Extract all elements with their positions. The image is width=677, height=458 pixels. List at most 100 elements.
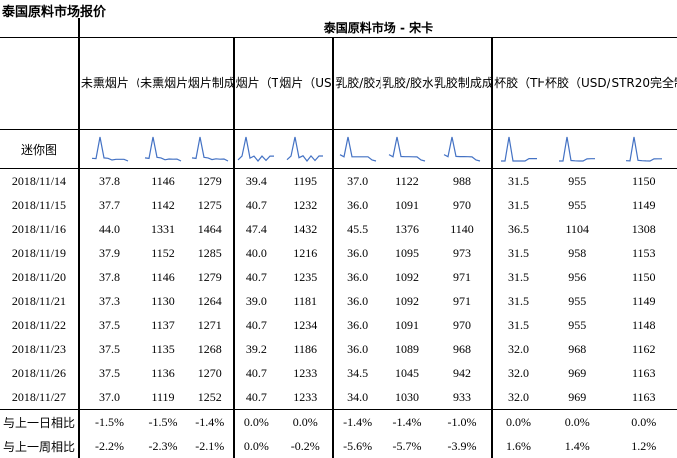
column-header-label: 乳胶/胶水（THB/kg）	[335, 76, 381, 90]
value-cell: 955	[568, 317, 587, 332]
sparkline-cell	[332, 129, 382, 169]
column-header: 未熏烟片（白片）（THB/kg）	[77, 37, 140, 130]
value-cell: 1181	[293, 293, 318, 308]
value-cell: 36.0	[332, 241, 382, 265]
change-cell: 0.0%	[232, 434, 279, 458]
value-cell: 36.5	[491, 217, 544, 241]
value-cell: 45.5	[332, 217, 382, 241]
sparkline-chart	[144, 136, 182, 162]
table-row: 2018/11/23 37.5 1135 1268 39.2 1186 36.0 1089 96…	[0, 337, 677, 361]
value-cell: 40.7	[232, 313, 279, 337]
change-cell: 1.6%	[491, 434, 544, 458]
column-header: 杯胶（THB/KG）	[491, 37, 544, 130]
sparkline-cell	[544, 129, 611, 169]
sparkline-chart	[191, 136, 229, 162]
value-cell: 971	[453, 269, 471, 284]
value-cell: 1271	[197, 317, 222, 332]
value-cell: 37.8	[77, 168, 140, 193]
sparkline-cell	[186, 129, 234, 169]
change-cell: -2.1%	[195, 438, 225, 453]
date-cell: 2018/11/22	[11, 317, 67, 332]
value-cell: 1233	[293, 389, 318, 404]
value-cell: 973	[453, 245, 471, 260]
value-cell: 1130	[151, 293, 175, 308]
value-cell: 1279	[197, 269, 222, 284]
change-cell: -1.4%	[332, 409, 382, 434]
value-cell: 31.5	[491, 265, 544, 289]
value-cell: 34.0	[332, 385, 382, 410]
change-cell: 0.0%	[491, 409, 544, 434]
column-header: 烟片制成成本	[186, 37, 234, 130]
value-cell: 1092	[394, 293, 419, 308]
change-cell: 0.0%	[544, 409, 611, 434]
value-cell: 1140	[450, 221, 474, 236]
table-row: 2018/11/27 37.0 1119 1252 40.7 1233 34.0 1030 93…	[0, 385, 677, 410]
value-cell: 988	[453, 173, 471, 188]
value-cell: 969	[568, 389, 587, 404]
column-header: 杯胶（USD/T）	[544, 37, 611, 130]
header-corner	[0, 37, 79, 130]
value-cell: 1150	[631, 269, 656, 284]
value-cell: 1252	[197, 389, 222, 404]
date-cell: 2018/11/27	[11, 389, 67, 404]
change-cell: 0.0%	[232, 409, 279, 434]
change-cell: -1.4%	[381, 409, 433, 434]
value-cell: 34.5	[332, 361, 382, 385]
date-cell: 2018/11/26	[11, 365, 67, 380]
sparkline-line	[388, 136, 426, 162]
sparkline-chart	[237, 136, 275, 162]
sparkline-chart	[443, 136, 481, 162]
value-cell: 956	[568, 269, 587, 284]
value-cell: 933	[453, 389, 471, 404]
value-cell: 1162	[631, 341, 656, 356]
value-cell: 1285	[197, 245, 222, 260]
value-cell: 1104	[565, 221, 589, 236]
value-cell: 37.0	[77, 385, 140, 410]
column-header: 乳胶/胶水（THB/kg）	[332, 37, 382, 130]
column-header: STR20完全制成成本（USD/T）	[610, 37, 677, 130]
date-cell: 2018/11/23	[11, 341, 67, 356]
value-cell: 1331	[151, 221, 175, 236]
value-cell: 36.0	[332, 313, 382, 337]
value-cell: 36.0	[332, 193, 382, 217]
value-cell: 36.0	[332, 289, 382, 313]
value-cell: 1195	[293, 173, 318, 188]
change-cell: 1.4%	[564, 438, 590, 453]
column-header-label: STR20完全制成成本（USD/T）	[611, 76, 677, 90]
value-cell: 1235	[293, 269, 318, 284]
sparkline-chart	[500, 136, 537, 162]
value-cell: 1216	[293, 245, 318, 260]
sparkline-line	[144, 136, 182, 162]
value-cell: 37.3	[77, 289, 140, 313]
change-cell: -1.5%	[139, 409, 187, 434]
column-header-label: 未熏烟片（白片）（THB/kg）	[80, 76, 139, 90]
sparkline-chart	[559, 136, 596, 162]
sparkline-cell	[139, 129, 187, 169]
sparkline-line	[625, 136, 662, 162]
column-header-label: 烟片制成成本	[187, 76, 234, 90]
value-cell: 37.7	[77, 193, 140, 217]
value-cell: 44.0	[77, 217, 140, 241]
value-cell: 955	[568, 173, 587, 188]
value-cell: 1122	[395, 173, 419, 188]
value-cell: 958	[568, 245, 587, 260]
change-cell: -1.4%	[186, 409, 234, 434]
value-cell: 1153	[631, 245, 656, 260]
value-cell: 37.5	[77, 337, 140, 361]
value-cell: 40.7	[232, 385, 279, 410]
column-header-label: 乳胶/胶水（USD/T）	[382, 76, 433, 90]
value-cell: 1275	[197, 197, 222, 212]
date-cell: 2018/11/20	[11, 269, 67, 284]
change-label: 与上一日相比	[0, 409, 79, 434]
sparkline-line	[443, 136, 481, 162]
change-cell: -3.9%	[447, 438, 477, 453]
value-cell: 37.9	[77, 241, 140, 265]
table-row: 2018/11/26 37.5 1136 1270 40.7 1233 34.5 1045 94…	[0, 361, 677, 385]
value-cell: 1146	[151, 269, 175, 284]
sparkline-label: 迷你图	[0, 129, 79, 169]
column-header: 未熏烟片（白片）（USD/T）	[139, 37, 187, 130]
value-cell: 968	[568, 341, 587, 356]
value-cell: 37.5	[77, 361, 140, 385]
sparkline-line	[286, 136, 324, 162]
value-cell: 1233	[293, 365, 318, 380]
